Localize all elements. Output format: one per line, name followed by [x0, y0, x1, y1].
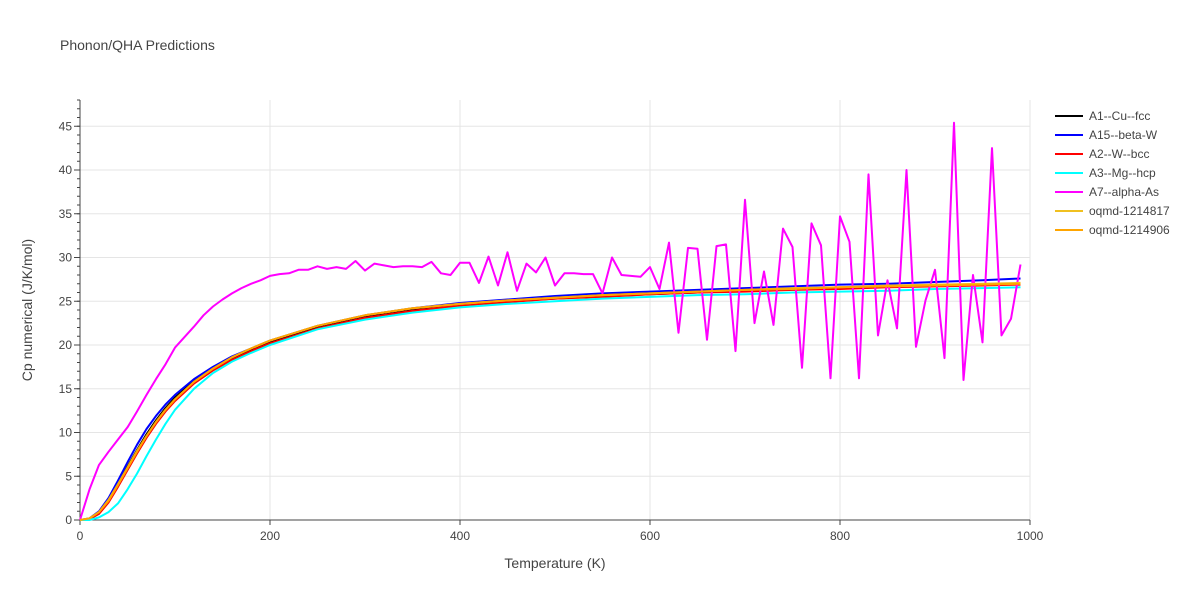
y-tick-label: 35	[59, 207, 73, 221]
legend-item-2[interactable]: A2--W--bcc	[1055, 147, 1149, 161]
legend-item-5[interactable]: oqmd-1214817	[1055, 204, 1170, 218]
x-axis-label: Temperature (K)	[504, 555, 605, 571]
grid-layer	[80, 100, 1031, 520]
legend-label: oqmd-1214906	[1089, 223, 1170, 237]
legend-label: A7--alpha-As	[1089, 185, 1159, 199]
y-axis-label: Cp numerical (J/K/mol)	[19, 239, 35, 381]
legend-item-6[interactable]: oqmd-1214906	[1055, 223, 1170, 237]
y-tick-label: 30	[59, 251, 73, 265]
series-line-4	[79, 121, 1022, 521]
x-tick-label: 200	[260, 529, 280, 543]
y-tick-label: 45	[59, 119, 73, 133]
series-line-3	[80, 286, 1021, 521]
y-tick-label: 15	[59, 382, 73, 396]
legend[interactable]: A1--Cu--fcc A15--beta-W A2--W--bcc A3--Mg--…	[1055, 109, 1170, 237]
x-tick-label: 1000	[1017, 529, 1044, 543]
x-tick-label: 600	[640, 529, 660, 543]
legend-item-4[interactable]: A7--alpha-As	[1055, 185, 1159, 199]
y-tick-label: 20	[59, 338, 73, 352]
y-tick-label: 0	[65, 513, 72, 527]
chart-title: Phonon/QHA Predictions	[60, 37, 215, 53]
axes-layer: 0 200 400 600 800 1000 0 5 10 15 20 25 30 35 40 45	[59, 99, 1044, 543]
y-tick-label: 25	[59, 294, 73, 308]
legend-label: A3--Mg--hcp	[1089, 166, 1156, 180]
legend-label: A15--beta-W	[1089, 128, 1158, 142]
legend-item-0[interactable]: A1--Cu--fcc	[1055, 109, 1150, 123]
legend-label: oqmd-1214817	[1089, 204, 1170, 218]
y-tick-label: 10	[59, 426, 73, 440]
legend-item-3[interactable]: A3--Mg--hcp	[1055, 166, 1156, 180]
x-tick-label: 400	[450, 529, 470, 543]
legend-label: A1--Cu--fcc	[1089, 109, 1150, 123]
x-tick-label: 800	[830, 529, 850, 543]
y-tick-label: 5	[65, 469, 72, 483]
y-tick-label: 40	[59, 163, 73, 177]
series-line-6	[79, 282, 1021, 521]
x-tick-label: 0	[77, 529, 84, 543]
legend-label: A2--W--bcc	[1089, 147, 1149, 161]
legend-item-1[interactable]: A15--beta-W	[1055, 128, 1158, 142]
series-layer	[79, 121, 1022, 521]
